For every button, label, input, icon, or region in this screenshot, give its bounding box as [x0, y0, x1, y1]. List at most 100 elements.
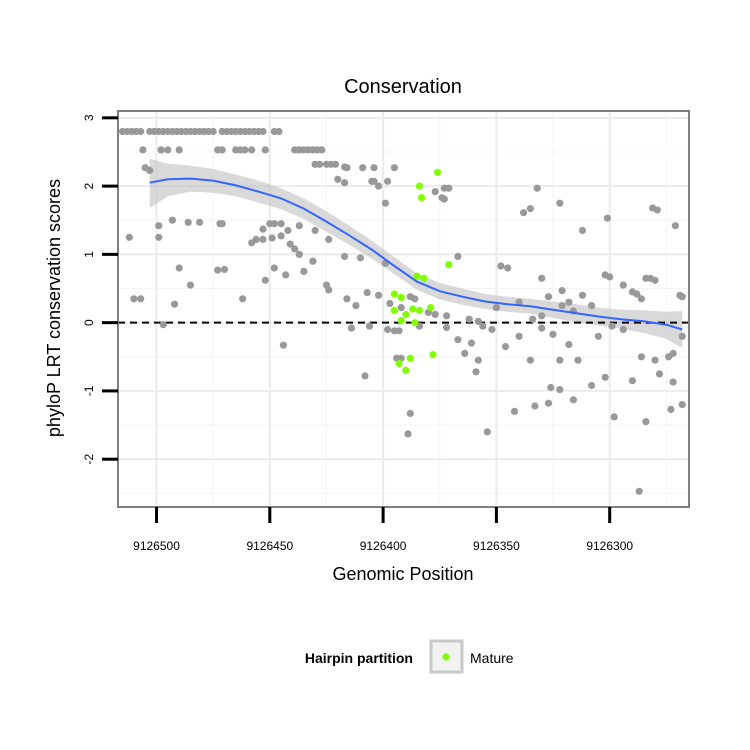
point-other-202	[588, 381, 596, 390]
point-other-76	[526, 205, 535, 213]
point-other-164	[159, 321, 167, 329]
point-mature-12	[402, 310, 410, 319]
point-other-181	[574, 356, 582, 364]
point-other-59	[390, 164, 398, 172]
point-other-82	[578, 226, 587, 235]
point-other-125	[261, 276, 269, 284]
point-other-130	[239, 295, 247, 303]
point-other-104	[286, 240, 294, 248]
point-other-180	[565, 340, 573, 349]
point-other-86	[196, 218, 204, 226]
x-axis-label: Genomic Position	[332, 564, 473, 584]
point-other-65	[384, 177, 392, 185]
point-other-193	[397, 354, 405, 362]
point-other-91	[277, 220, 285, 228]
point-other-212	[544, 399, 553, 407]
x-tick-label-4: 9126300	[586, 539, 633, 553]
point-mature-10	[390, 306, 398, 314]
point-other-73	[440, 195, 448, 203]
point-other-42	[261, 146, 269, 154]
point-other-41	[248, 146, 256, 154]
point-other-113	[504, 264, 512, 272]
point-other-199	[547, 383, 555, 392]
point-other-83	[155, 222, 163, 230]
point-other-142	[465, 315, 473, 323]
point-other-109	[356, 254, 364, 262]
point-mature-8	[409, 305, 417, 313]
point-other-33	[157, 146, 165, 154]
point-other-101	[259, 235, 267, 243]
point-other-132	[352, 302, 360, 310]
point-other-214	[642, 418, 650, 426]
point-other-205	[655, 370, 664, 378]
point-other-198	[526, 356, 535, 364]
point-mature-16	[402, 366, 410, 374]
point-other-121	[282, 271, 290, 279]
point-other-68	[431, 188, 439, 196]
x-tick-label-0: 9126500	[133, 539, 180, 553]
point-mature-13	[397, 317, 405, 325]
point-other-138	[411, 295, 419, 303]
point-other-188	[669, 349, 677, 357]
point-other-51	[316, 160, 324, 168]
point-mature-15	[395, 360, 403, 368]
point-other-146	[529, 315, 537, 323]
point-other-49	[318, 146, 326, 154]
point-other-136	[397, 304, 405, 312]
point-other-117	[175, 264, 183, 272]
chart-title: Conservation	[344, 76, 462, 98]
point-other-106	[295, 250, 303, 258]
point-other-211	[531, 402, 539, 410]
point-other-143	[474, 317, 482, 325]
point-other-206	[669, 378, 677, 386]
point-other-90	[270, 220, 278, 228]
y-tick-label-1: -1	[82, 385, 96, 396]
point-other-19	[209, 127, 217, 136]
point-other-169	[395, 327, 403, 335]
point-other-154	[606, 273, 614, 281]
point-other-165	[347, 324, 355, 332]
confidence-ribbon	[149, 158, 683, 348]
point-other-157	[633, 290, 641, 298]
point-other-115	[558, 287, 566, 295]
point-other-216	[678, 401, 686, 409]
point-other-37	[218, 146, 226, 154]
y-tick-label-2: 0	[82, 319, 96, 326]
point-other-32	[139, 146, 147, 154]
point-other-35	[175, 146, 183, 154]
point-other-118	[214, 266, 222, 274]
point-other-166	[365, 322, 374, 330]
point-other-129	[171, 300, 179, 308]
point-other-135	[386, 299, 394, 308]
point-other-155	[619, 281, 627, 289]
point-other-97	[125, 233, 133, 241]
point-other-108	[341, 252, 349, 260]
point-other-161	[651, 276, 659, 284]
point-other-207	[406, 409, 414, 418]
point-other-80	[653, 206, 661, 214]
point-other-152	[588, 302, 596, 310]
point-other-74	[556, 199, 564, 207]
point-other-177	[538, 324, 546, 332]
point-other-92	[259, 225, 267, 233]
point-other-78	[603, 214, 612, 222]
point-mature-1	[415, 182, 423, 190]
legend-title: Hairpin partition	[305, 650, 413, 666]
point-mature-4	[413, 272, 421, 280]
point-other-120	[270, 264, 278, 272]
point-other-173	[479, 322, 487, 330]
point-other-29	[259, 127, 267, 136]
point-other-196	[472, 368, 480, 376]
y-tick-label-5: 3	[82, 114, 96, 121]
legend-key-mature	[442, 653, 450, 661]
point-other-201	[569, 396, 578, 404]
point-other-203	[601, 373, 609, 381]
point-other-111	[454, 252, 462, 260]
point-other-62	[334, 175, 342, 183]
point-other-81	[671, 222, 680, 230]
point-mature-7	[397, 293, 405, 301]
point-other-103	[277, 232, 285, 240]
confidence-ribbon-layer	[149, 158, 683, 348]
point-other-54	[331, 160, 340, 168]
